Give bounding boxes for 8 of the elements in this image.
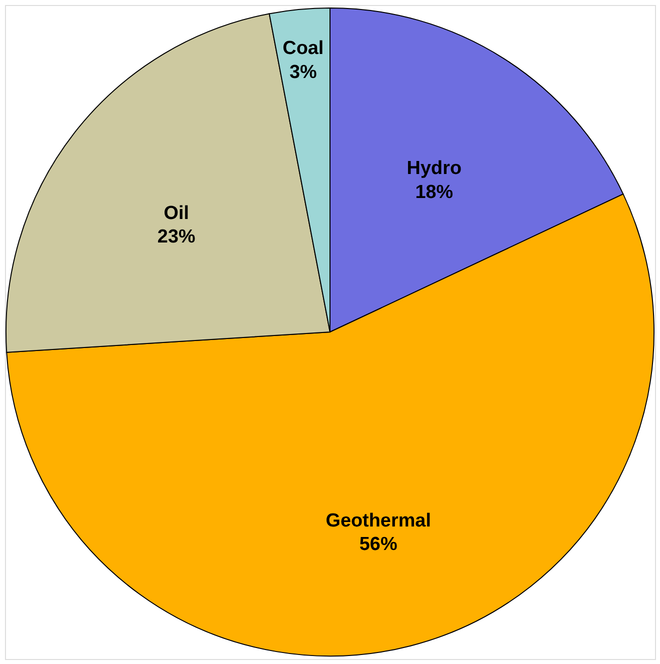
slice-label: Hydro (406, 158, 462, 179)
data-label: 23% (157, 226, 196, 248)
slice-label: Coal (282, 38, 324, 60)
data-label: 56% (359, 534, 398, 556)
slice-label: Oil (164, 202, 190, 224)
data-label: 3% (289, 62, 318, 84)
data-label: 18% (415, 182, 454, 203)
slice-label: Geothermal (326, 510, 431, 532)
